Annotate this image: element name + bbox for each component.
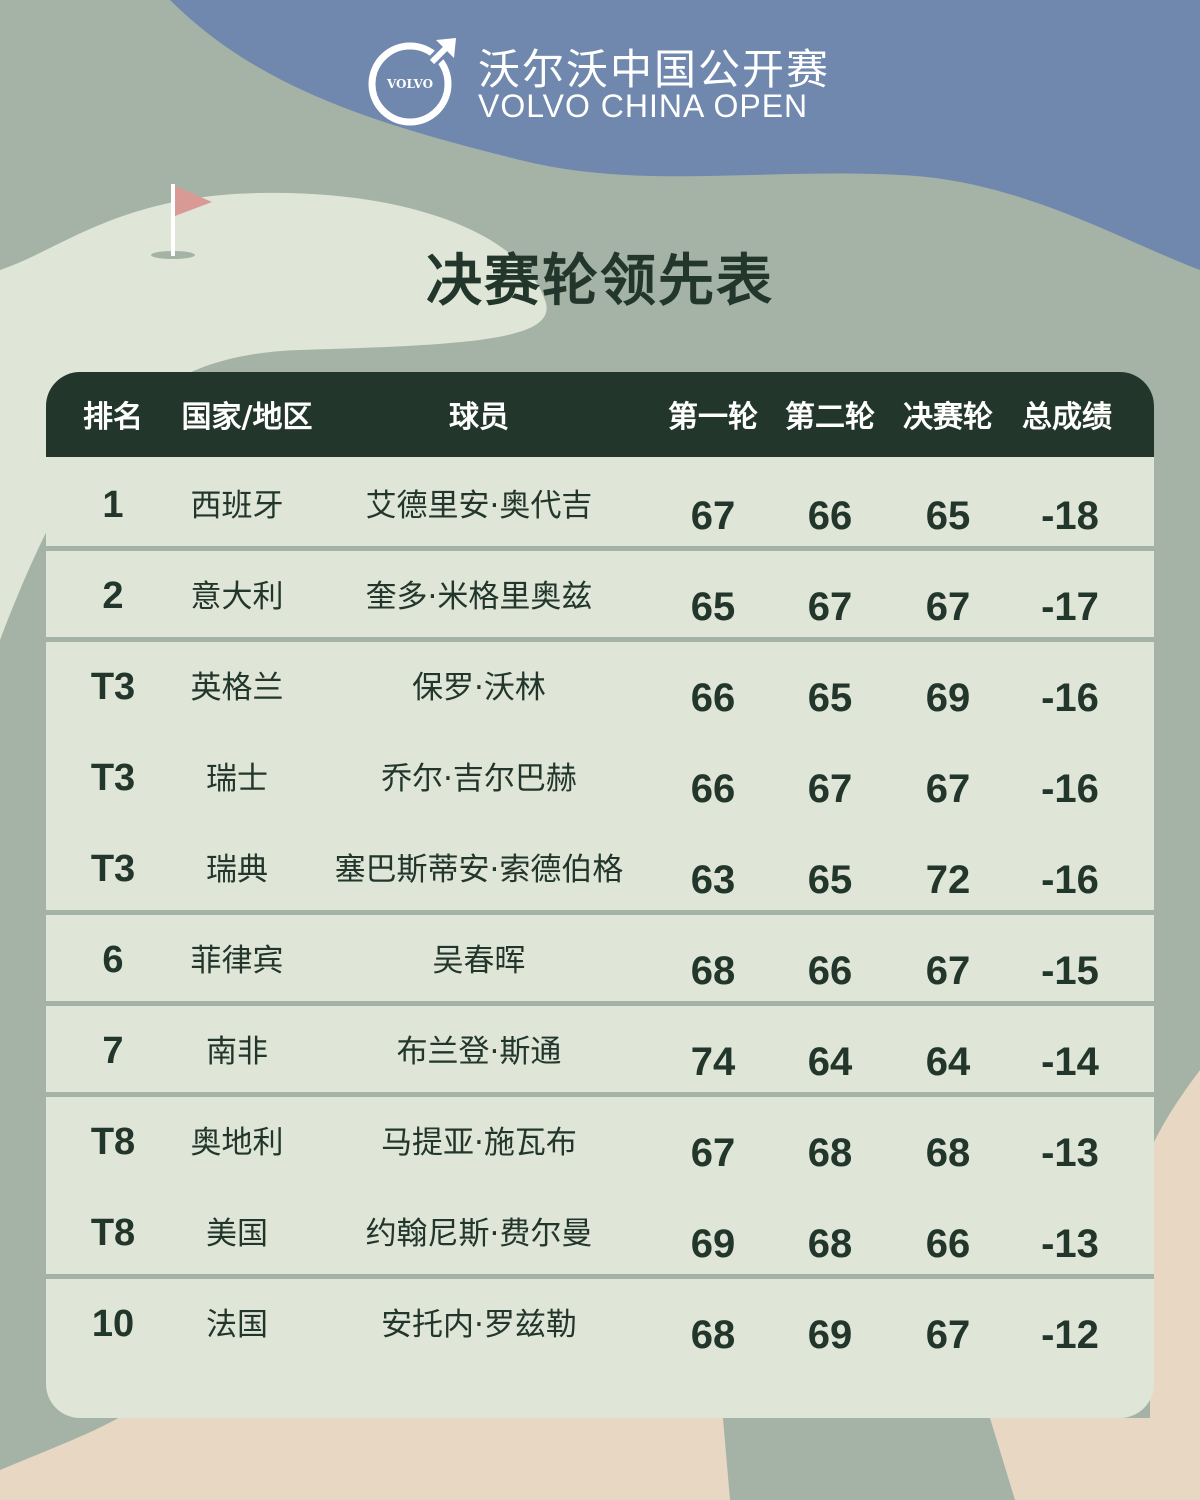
round1-score: 65 <box>690 585 736 629</box>
rank-cell: 6 <box>102 939 124 981</box>
total-score: -15 <box>1041 949 1099 993</box>
header-final-round: 决赛轮 <box>903 400 993 435</box>
table-header: 排名 国家/地区 球员 第一轮 第二轮 决赛轮 总成绩 <box>46 372 1154 457</box>
table-row: T3 英格兰 保罗·沃林 66 65 69 -16 <box>46 642 1154 733</box>
table-row: 1 西班牙 艾德里安·奥代吉 67 66 65 -18 <box>46 460 1154 551</box>
round1-score: 67 <box>690 494 736 538</box>
rank-cell: 2 <box>102 575 124 617</box>
table-row: T8 美国 约翰尼斯·费尔曼 69 68 66 -13 <box>46 1188 1154 1279</box>
round1-score: 68 <box>690 1313 736 1357</box>
player-cell: 乔尔·吉尔巴赫 <box>381 761 577 797</box>
country-cell: 瑞典 <box>206 852 268 888</box>
final-round-score: 66 <box>925 1222 971 1266</box>
round2-score: 68 <box>807 1131 853 1175</box>
final-round-score: 67 <box>925 1313 971 1357</box>
rank-cell: 10 <box>91 1303 135 1345</box>
country-cell: 南非 <box>206 1034 268 1070</box>
header-rank: 排名 <box>83 400 143 435</box>
table-row: 7 南非 布兰登·斯通 74 64 64 -14 <box>46 1006 1154 1097</box>
total-score: -16 <box>1041 676 1099 720</box>
player-cell: 吴春晖 <box>432 943 526 979</box>
brand-name-en: VOLVO CHINA OPEN <box>478 88 809 124</box>
table-row: T3 瑞典 塞巴斯蒂安·索德伯格 63 65 72 -16 <box>46 824 1154 915</box>
volvo-logo-icon: VOLVO <box>368 38 456 126</box>
round2-score: 67 <box>807 767 853 811</box>
table-row: 6 菲律宾 吴春晖 68 66 67 -15 <box>46 915 1154 1006</box>
round1-score: 68 <box>690 949 736 993</box>
round1-score: 74 <box>690 1040 736 1084</box>
total-score: -12 <box>1041 1313 1099 1357</box>
golf-flag-icon <box>151 184 212 259</box>
round2-score: 69 <box>807 1313 853 1357</box>
table-row: 2 意大利 奎多·米格里奥兹 65 67 67 -17 <box>46 551 1154 642</box>
brand-name-cn: 沃尔沃中国公开赛 <box>478 45 831 94</box>
rank-cell: 7 <box>102 1030 124 1072</box>
country-cell: 美国 <box>206 1216 268 1252</box>
round2-score: 67 <box>807 585 853 629</box>
round2-score: 64 <box>807 1040 853 1084</box>
header-round2: 第二轮 <box>785 400 875 435</box>
header-round1: 第一轮 <box>668 400 758 435</box>
player-cell: 艾德里安·奥代吉 <box>365 488 593 524</box>
header-country: 国家/地区 <box>181 400 313 435</box>
rank-cell: T3 <box>90 848 136 890</box>
table-body: 1 西班牙 艾德里安·奥代吉 67 66 65 -18 2 意大利 奎多·米格里奥兹 65 67 67-… <box>46 457 1154 1370</box>
total-score: -18 <box>1041 494 1099 538</box>
final-round-score: 67 <box>925 949 971 993</box>
round2-score: 68 <box>807 1222 853 1266</box>
table-row: T3 瑞士 乔尔·吉尔巴赫 66 67 67 -16 <box>46 733 1154 824</box>
total-score: -13 <box>1041 1131 1099 1175</box>
country-cell: 法国 <box>206 1307 268 1343</box>
player-cell: 布兰登·斯通 <box>396 1034 562 1070</box>
round2-score: 65 <box>807 676 853 720</box>
player-cell: 约翰尼斯·费尔曼 <box>365 1216 593 1252</box>
rank-cell: T3 <box>90 666 136 708</box>
country-cell: 菲律宾 <box>190 943 284 979</box>
rank-cell: 1 <box>102 484 124 526</box>
player-cell: 安托内·罗兹勒 <box>381 1307 577 1343</box>
round2-score: 65 <box>807 858 853 902</box>
country-cell: 奥地利 <box>190 1125 284 1161</box>
final-round-score: 65 <box>925 494 971 538</box>
table-row: 10 法国 安托内·罗兹勒 68 69 67 -12 <box>46 1279 1154 1370</box>
rank-cell: T3 <box>90 757 136 799</box>
country-cell: 意大利 <box>190 579 284 615</box>
final-round-score: 69 <box>925 676 971 720</box>
player-cell: 保罗·沃林 <box>412 670 546 706</box>
player-cell: 塞巴斯蒂安·索德伯格 <box>334 852 624 888</box>
header-total: 总成绩 <box>1022 400 1112 435</box>
round1-score: 66 <box>690 767 736 811</box>
round1-score: 66 <box>690 676 736 720</box>
rank-cell: T8 <box>90 1212 136 1254</box>
leaderboard-table: 排名 国家/地区 球员 第一轮 第二轮 决赛轮 总成绩 1 西班牙 艾德里安·奥代吉… <box>46 372 1154 1418</box>
round1-score: 69 <box>690 1222 736 1266</box>
total-score: -14 <box>1041 1040 1099 1084</box>
country-cell: 英格兰 <box>190 670 284 706</box>
round2-score: 66 <box>807 494 853 538</box>
final-round-score: 67 <box>925 585 971 629</box>
player-cell: 马提亚·施瓦布 <box>381 1125 577 1161</box>
final-round-score: 72 <box>925 858 971 902</box>
svg-text:VOLVO: VOLVO <box>386 77 433 91</box>
page-title: 决赛轮领先表 <box>426 249 774 314</box>
final-round-score: 64 <box>925 1040 971 1084</box>
final-round-score: 67 <box>925 767 971 811</box>
round1-score: 63 <box>690 858 736 902</box>
country-cell: 瑞士 <box>206 761 268 797</box>
total-score: -17 <box>1041 585 1099 629</box>
total-score: -16 <box>1041 858 1099 902</box>
final-round-score: 68 <box>925 1131 971 1175</box>
total-score: -16 <box>1041 767 1099 811</box>
round2-score: 66 <box>807 949 853 993</box>
player-cell: 奎多·米格里奥兹 <box>365 579 593 615</box>
country-cell: 西班牙 <box>190 488 284 524</box>
total-score: -13 <box>1041 1222 1099 1266</box>
round1-score: 67 <box>690 1131 736 1175</box>
header-player: 球员 <box>449 400 509 435</box>
table-row: T8 奥地利 马提亚·施瓦布 67 68 68 -13 <box>46 1097 1154 1188</box>
rank-cell: T8 <box>90 1121 136 1163</box>
